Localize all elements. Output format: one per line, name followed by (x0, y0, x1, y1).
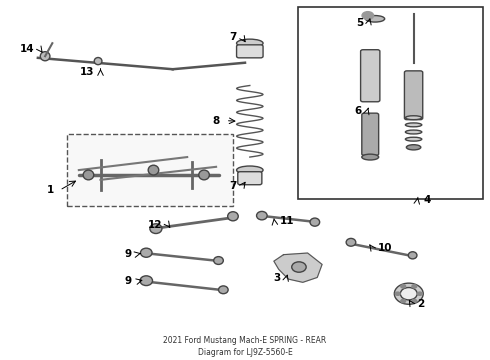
Text: 1: 1 (47, 185, 54, 195)
Ellipse shape (140, 276, 152, 285)
Text: 12: 12 (147, 220, 162, 230)
Text: 9: 9 (124, 249, 132, 259)
Ellipse shape (257, 211, 267, 220)
Ellipse shape (405, 123, 422, 127)
Ellipse shape (141, 248, 152, 257)
Ellipse shape (405, 130, 422, 134)
Ellipse shape (219, 286, 228, 294)
Text: 13: 13 (80, 67, 95, 77)
Ellipse shape (214, 257, 223, 265)
Ellipse shape (83, 170, 94, 180)
Ellipse shape (406, 145, 421, 150)
Text: 8: 8 (213, 116, 220, 126)
Circle shape (412, 300, 416, 303)
Text: 6: 6 (354, 106, 362, 116)
Text: 5: 5 (356, 18, 363, 28)
Ellipse shape (405, 137, 422, 141)
FancyBboxPatch shape (361, 50, 380, 102)
Ellipse shape (346, 238, 356, 246)
Text: 11: 11 (280, 216, 294, 226)
Circle shape (362, 12, 373, 19)
Text: 10: 10 (377, 243, 392, 252)
Bar (67, 134, 233, 206)
Text: 3: 3 (273, 273, 281, 283)
Ellipse shape (150, 224, 162, 234)
FancyBboxPatch shape (238, 172, 262, 185)
Polygon shape (274, 253, 322, 282)
Ellipse shape (310, 218, 319, 226)
Circle shape (417, 292, 422, 295)
Ellipse shape (366, 15, 385, 22)
Ellipse shape (292, 262, 306, 272)
Ellipse shape (148, 165, 159, 175)
FancyBboxPatch shape (404, 71, 423, 120)
Ellipse shape (405, 116, 422, 120)
Ellipse shape (394, 283, 423, 304)
Text: 4: 4 (423, 195, 431, 205)
Text: 2: 2 (417, 299, 425, 309)
Circle shape (395, 292, 400, 295)
Text: 14: 14 (20, 44, 34, 54)
Ellipse shape (199, 170, 209, 180)
Circle shape (401, 285, 406, 288)
Ellipse shape (362, 154, 379, 160)
Text: 7: 7 (229, 181, 236, 192)
Text: 2021 Ford Mustang Mach-E SPRING - REAR
Diagram for LJ9Z-5560-E: 2021 Ford Mustang Mach-E SPRING - REAR D… (163, 336, 327, 357)
Ellipse shape (400, 288, 417, 300)
Bar (298, 8, 484, 199)
Ellipse shape (237, 39, 263, 47)
Text: 7: 7 (229, 32, 236, 42)
Ellipse shape (40, 52, 50, 61)
Ellipse shape (408, 252, 417, 259)
Ellipse shape (237, 166, 263, 174)
Text: 9: 9 (124, 276, 132, 286)
Circle shape (412, 285, 416, 288)
FancyBboxPatch shape (362, 113, 379, 156)
Circle shape (401, 300, 406, 303)
Ellipse shape (228, 212, 238, 221)
FancyBboxPatch shape (237, 45, 263, 58)
Ellipse shape (94, 58, 102, 65)
